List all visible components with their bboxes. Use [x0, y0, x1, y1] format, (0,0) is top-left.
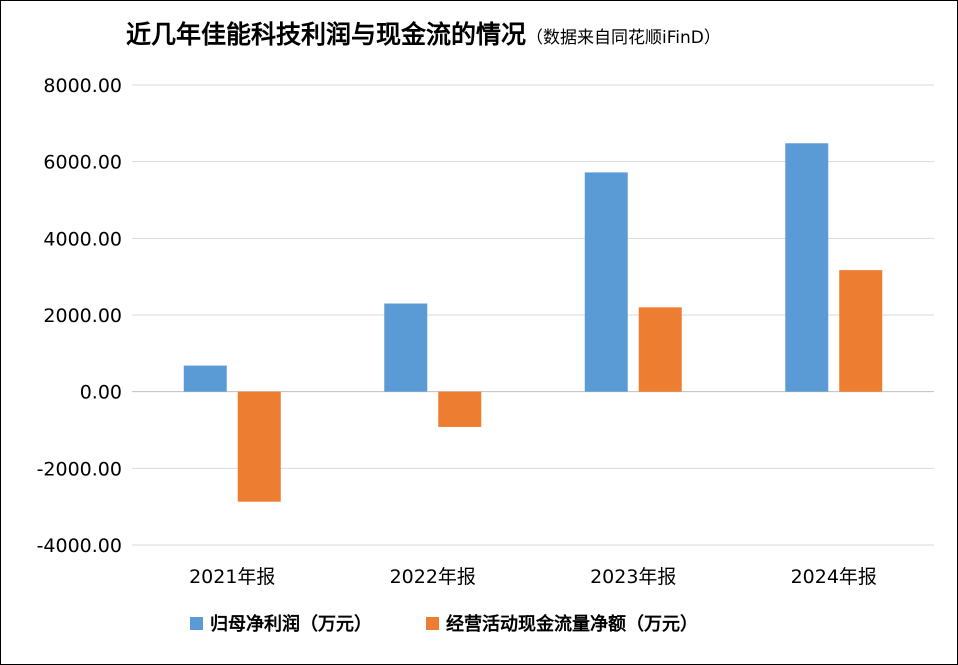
x-tick-labels: 2021年报 2022年报 2023年报 2024年报: [189, 566, 877, 588]
bar: [237, 391, 281, 502]
chart-title-row: 近几年佳能科技利润与现金流的情况（数据来自同花顺iFinD）: [126, 15, 721, 51]
y-tick-label: 4000.00: [43, 228, 122, 250]
bar: [438, 391, 482, 427]
x-tick-label: 2024年报: [791, 566, 877, 588]
y-tick-label: 8000.00: [43, 75, 122, 97]
chart-subtitle: （数据来自同花顺iFinD）: [526, 28, 721, 48]
x-tick-label: 2023年报: [590, 566, 676, 588]
bar: [638, 307, 682, 392]
bar: [384, 303, 428, 392]
y-tick-label: 0.00: [80, 382, 122, 404]
legend-label: 经营活动现金流量净额（万元）: [446, 613, 698, 635]
y-tick-label: 2000.00: [43, 305, 122, 327]
x-tick-label: 2022年报: [390, 566, 476, 588]
y-tick-label: -2000.00: [37, 458, 122, 480]
legend: 归母净利润（万元） 经营活动现金流量净额（万元）: [190, 613, 698, 635]
y-tick-label: 6000.00: [43, 152, 122, 174]
y-tick-label: -4000.00: [37, 535, 122, 557]
y-tick-labels: 8000.00 6000.00 4000.00 2000.00 0.00 -2000.00…: [37, 75, 122, 557]
x-tick-label: 2021年报: [189, 566, 275, 588]
bar: [839, 270, 883, 392]
legend-label: 归母净利润（万元）: [210, 613, 372, 635]
bar: [785, 143, 829, 392]
legend-swatch: [190, 617, 203, 630]
bars: [183, 143, 883, 502]
chart-title: 近几年佳能科技利润与现金流的情况: [126, 20, 527, 49]
legend-swatch: [426, 617, 439, 630]
bar: [183, 365, 227, 392]
bar: [584, 172, 628, 392]
